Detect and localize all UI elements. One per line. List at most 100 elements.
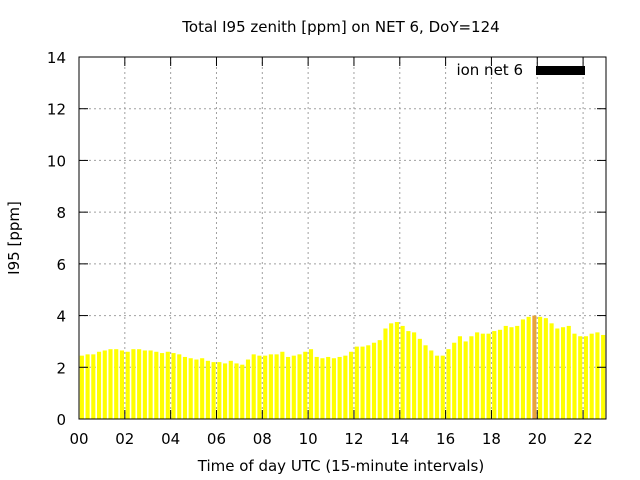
bar bbox=[320, 358, 325, 419]
tick-marks bbox=[78, 56, 606, 420]
plot-frame bbox=[78, 56, 607, 420]
bar bbox=[102, 350, 107, 419]
bar bbox=[331, 358, 336, 419]
bar bbox=[354, 346, 359, 419]
y-tick-label: 10 bbox=[47, 152, 66, 170]
bar bbox=[555, 328, 560, 419]
bar bbox=[108, 349, 113, 419]
bar bbox=[114, 349, 119, 419]
bar bbox=[589, 333, 594, 419]
bars bbox=[79, 315, 606, 419]
bar bbox=[366, 345, 371, 419]
y-axis-label: I95 [ppm] bbox=[5, 201, 23, 275]
bar bbox=[308, 349, 314, 419]
bar bbox=[177, 354, 182, 419]
y-tick-label: 12 bbox=[47, 101, 66, 119]
bar bbox=[503, 325, 508, 419]
bar bbox=[291, 355, 296, 419]
x-tick-label: 02 bbox=[115, 430, 134, 448]
x-tick-label: 00 bbox=[69, 430, 88, 448]
x-tick-labels: 00 02 04 06 08 10 12 14 16 18 20 22 bbox=[69, 430, 592, 448]
bar bbox=[492, 331, 497, 419]
bar-highlight bbox=[532, 315, 537, 419]
bar bbox=[566, 325, 571, 419]
y-tick-label: 14 bbox=[47, 49, 66, 67]
bar bbox=[497, 329, 503, 419]
legend: ion net 6 bbox=[456, 61, 585, 79]
bar bbox=[601, 334, 606, 419]
bar bbox=[337, 356, 342, 419]
x-tick-label: 18 bbox=[482, 430, 501, 448]
bar bbox=[440, 355, 445, 419]
grid-lines bbox=[79, 57, 606, 419]
bar bbox=[560, 327, 566, 419]
bar bbox=[389, 323, 394, 419]
bar bbox=[188, 358, 193, 419]
bar bbox=[205, 360, 210, 419]
bar bbox=[211, 362, 216, 419]
bar bbox=[469, 336, 474, 419]
x-tick-label: 14 bbox=[390, 430, 409, 448]
bar bbox=[96, 351, 102, 419]
bar bbox=[371, 342, 377, 419]
bar bbox=[223, 363, 228, 419]
bar bbox=[314, 356, 319, 419]
bar bbox=[154, 351, 159, 419]
x-tick-label: 22 bbox=[574, 430, 593, 448]
bar bbox=[274, 354, 279, 419]
bar bbox=[234, 363, 239, 419]
bar bbox=[148, 350, 153, 419]
bar bbox=[142, 350, 147, 419]
x-tick-label: 12 bbox=[344, 430, 363, 448]
bar bbox=[509, 327, 514, 419]
bar bbox=[475, 332, 480, 419]
bar bbox=[119, 350, 125, 419]
bar bbox=[520, 319, 526, 419]
bar bbox=[194, 359, 199, 419]
bar bbox=[286, 356, 291, 419]
x-tick-label: 20 bbox=[528, 430, 547, 448]
bar bbox=[303, 351, 308, 419]
bar bbox=[486, 333, 491, 419]
x-tick-label: 04 bbox=[161, 430, 180, 448]
bar bbox=[125, 351, 130, 419]
bar bbox=[394, 322, 399, 419]
bar bbox=[349, 351, 354, 419]
bar bbox=[240, 364, 245, 419]
bar bbox=[406, 331, 411, 419]
bar bbox=[572, 333, 577, 419]
bar bbox=[583, 336, 589, 419]
y-tick-label: 4 bbox=[56, 308, 66, 326]
bar bbox=[446, 349, 451, 419]
bar bbox=[463, 341, 468, 419]
bar bbox=[297, 354, 302, 419]
x-tick-label: 06 bbox=[207, 430, 226, 448]
bar bbox=[257, 355, 262, 419]
x-tick-label: 08 bbox=[253, 430, 272, 448]
bar bbox=[268, 354, 273, 419]
bar bbox=[417, 338, 422, 419]
y-tick-label: 2 bbox=[56, 359, 66, 377]
bar bbox=[182, 356, 188, 419]
bar bbox=[228, 360, 233, 419]
bar bbox=[217, 362, 222, 419]
bar bbox=[434, 355, 440, 419]
bar bbox=[383, 328, 388, 419]
x-tick-label: 10 bbox=[299, 430, 318, 448]
bar bbox=[91, 354, 96, 419]
bar bbox=[131, 349, 136, 419]
bar bbox=[595, 332, 600, 419]
bar bbox=[538, 316, 543, 419]
bar bbox=[79, 355, 84, 419]
x-tick-label: 16 bbox=[436, 430, 455, 448]
bar bbox=[515, 325, 520, 419]
bar bbox=[343, 355, 348, 419]
y-tick-label: 6 bbox=[56, 256, 66, 274]
bar bbox=[543, 318, 548, 419]
legend-swatch bbox=[536, 66, 585, 75]
bar bbox=[137, 349, 142, 419]
bar bbox=[245, 359, 251, 419]
chart-title: Total I95 zenith [ppm] on NET 6, DoY=124 bbox=[181, 18, 499, 36]
bar bbox=[412, 332, 417, 419]
